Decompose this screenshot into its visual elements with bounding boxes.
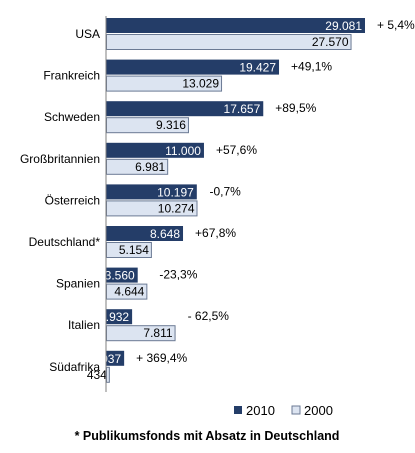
- legend: 2010 2000: [234, 403, 333, 418]
- change-label: +89,5%: [275, 101, 316, 115]
- footnote: * Publikumsfonds mit Absatz in Deutschla…: [75, 429, 340, 443]
- value-label-2010: 2.932: [99, 310, 129, 324]
- value-label-2010: 19.427: [239, 61, 276, 75]
- category-label: Schweden: [44, 110, 100, 124]
- category-label: Spanien: [56, 277, 100, 291]
- change-label: + 369,4%: [136, 351, 187, 365]
- bar-2000-8: [106, 366, 110, 383]
- bar-2010-8: [106, 350, 125, 366]
- value-label-2000: 9.316: [156, 118, 186, 132]
- category-label: Deutschland*: [29, 235, 101, 249]
- change-label: -23,3%: [159, 268, 197, 282]
- category-label: USA: [75, 27, 100, 41]
- value-label-2000: 13.029: [182, 77, 219, 91]
- change-label: +49,1%: [291, 60, 332, 74]
- value-label-2010: 8.648: [150, 227, 180, 241]
- category-label: Frankreich: [43, 69, 100, 83]
- bar-2010-3: [106, 142, 204, 158]
- category-label: Südafrika: [49, 360, 100, 374]
- legend-label-2000: 2000: [304, 403, 333, 418]
- value-label-2000: 434: [87, 368, 107, 382]
- category-label: Österreich: [45, 193, 100, 207]
- bar-2010-4: [106, 184, 197, 200]
- value-label-2000: 5.154: [119, 243, 149, 257]
- change-label: - 62,5%: [188, 309, 230, 323]
- value-label-2000: 6.981: [135, 160, 165, 174]
- value-label-2010: 29.081: [325, 19, 362, 33]
- legend-swatch-2010: [234, 406, 242, 414]
- bar-2010-5: [106, 226, 184, 241]
- value-label-2010: 11.000: [165, 144, 201, 158]
- category-label: Großbritannien: [20, 152, 100, 166]
- value-label-2010: 3.560: [105, 269, 135, 283]
- value-label-2000: 27.570: [312, 35, 349, 49]
- change-label: -0,7%: [210, 184, 242, 198]
- value-label-2010: 10.197: [157, 185, 194, 199]
- value-label-2000: 4.644: [114, 285, 144, 299]
- legend-swatch-2000: [291, 405, 301, 415]
- bar-2010-6: [106, 267, 138, 283]
- category-label: Italien: [68, 318, 100, 332]
- bar-2010-0: [106, 18, 365, 33]
- change-label: +57,6%: [216, 143, 257, 157]
- bar-group: USA 29.081 27.570 + 5,4% Frankreich 19.427 13.…: [20, 18, 415, 383]
- value-label-2000: 7.811: [143, 326, 172, 340]
- value-label-2010: 17.657: [224, 102, 261, 116]
- change-label: + 5,4%: [377, 18, 415, 32]
- value-label-2000: 10.274: [158, 201, 195, 215]
- bar-2010-2: [106, 101, 264, 117]
- bar-2010-1: [106, 59, 280, 75]
- change-label: +67,8%: [195, 226, 236, 240]
- legend-label-2010: 2010: [246, 403, 275, 418]
- bar-2010-7: [106, 309, 133, 325]
